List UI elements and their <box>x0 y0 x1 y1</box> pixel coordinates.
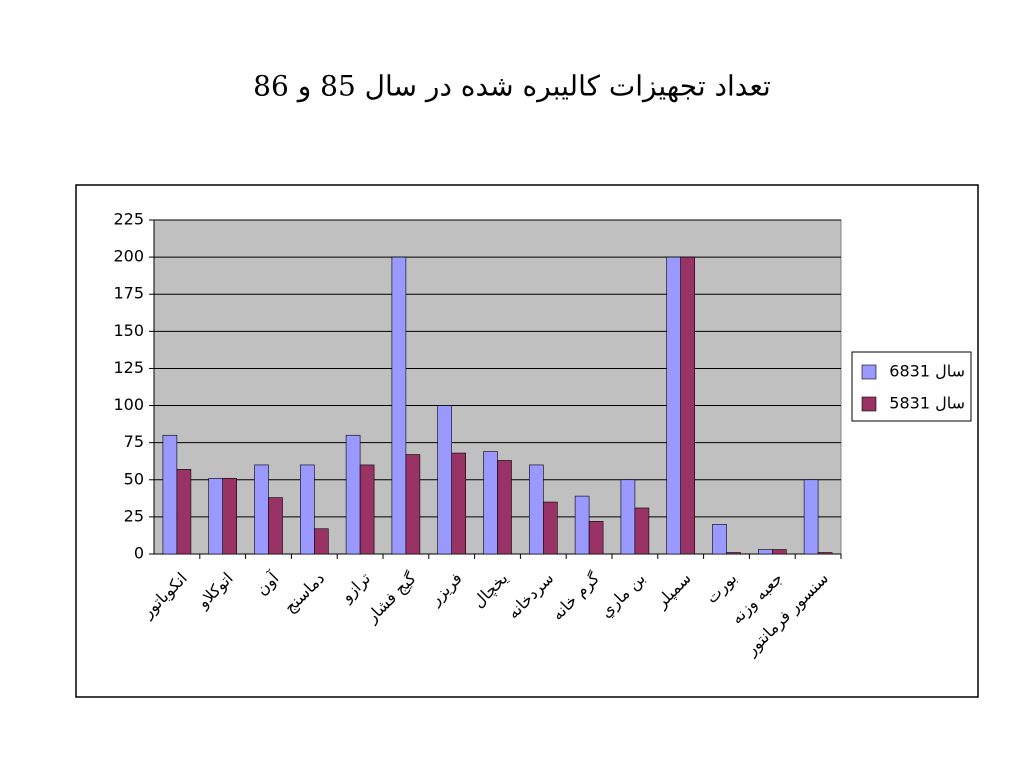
legend-label: سال 5831 <box>889 394 965 413</box>
bar <box>268 497 283 555</box>
y-tick-label: 125 <box>113 358 144 377</box>
bar <box>222 477 237 555</box>
bar <box>817 552 833 555</box>
bar <box>405 454 421 555</box>
legend-label: سال 6831 <box>889 362 965 381</box>
bar <box>299 464 315 555</box>
bar <box>771 549 787 555</box>
bar <box>712 524 727 555</box>
bar <box>574 495 590 555</box>
chart-title: تعداد تجهیزات کالیبره شده در سال 85 و 86 <box>253 70 771 103</box>
y-tick-label: 200 <box>113 247 144 266</box>
y-tick-label: 150 <box>113 321 144 340</box>
bar <box>497 460 512 555</box>
y-tick-label: 25 <box>124 506 144 525</box>
y-tick-label: 175 <box>113 284 144 303</box>
y-tick-label: 225 <box>113 210 144 229</box>
bar <box>528 464 544 555</box>
bar <box>359 464 375 555</box>
bar <box>620 479 636 555</box>
bar <box>176 469 192 555</box>
y-tick-label: 0 <box>134 544 144 563</box>
bar <box>588 521 604 555</box>
y-tick-label: 100 <box>113 395 144 414</box>
bar <box>451 452 467 555</box>
legend-swatch <box>861 364 877 380</box>
bar <box>483 451 498 555</box>
bar <box>757 549 773 555</box>
legend-swatch <box>861 396 877 412</box>
bar <box>542 501 558 555</box>
bar <box>254 464 269 555</box>
bar <box>391 256 407 555</box>
bar <box>680 256 696 555</box>
bar <box>666 256 682 555</box>
bar <box>726 552 741 555</box>
bar <box>634 507 650 555</box>
bar <box>162 434 178 555</box>
bar <box>803 479 819 555</box>
bar <box>345 434 361 555</box>
bar <box>437 405 453 555</box>
y-tick-label: 75 <box>124 432 144 451</box>
bar <box>208 477 223 555</box>
bar <box>313 528 329 555</box>
y-tick-label: 50 <box>124 469 144 488</box>
